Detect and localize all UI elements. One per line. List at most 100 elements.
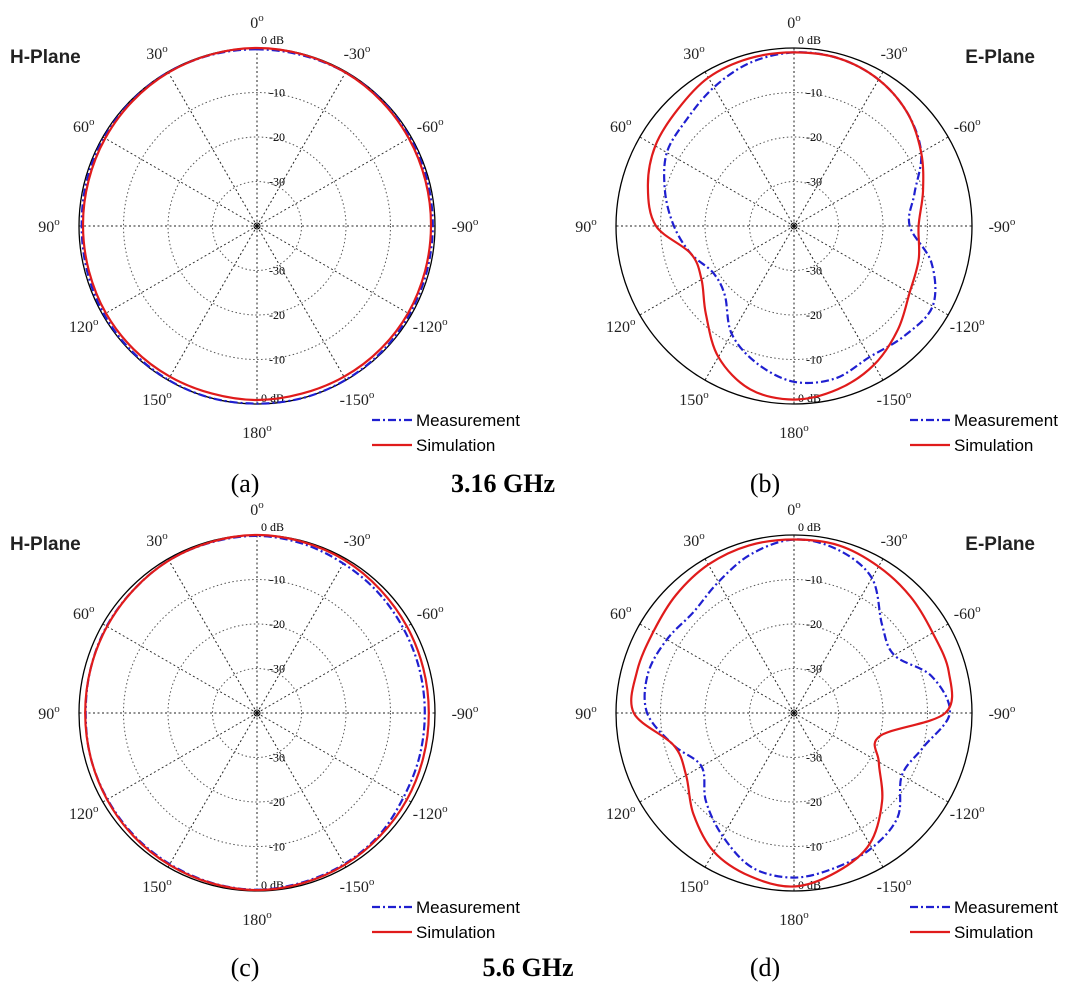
legend: Measurement Simulation — [910, 411, 1058, 455]
angle-tick-label: -150o — [340, 876, 375, 896]
angle-tick-degree: o — [89, 603, 95, 615]
r-tick-label: -20 — [806, 617, 822, 631]
angle-tick-label: 120o — [606, 803, 636, 823]
angle-tick-label: -60o — [954, 603, 981, 623]
center-dot — [256, 225, 258, 227]
angle-tick-value: -120 — [413, 319, 442, 336]
legend-label: Simulation — [954, 436, 1033, 455]
angle-tick-degree: o — [906, 876, 912, 888]
angle-tick-label: 0o — [787, 12, 801, 32]
r-tick-label: -10 — [269, 573, 285, 587]
legend-label: Measurement — [954, 411, 1058, 430]
angle-tick-degree: o — [266, 909, 272, 921]
angle-tick-degree: o — [1010, 703, 1016, 715]
angle-tick-value: -90 — [452, 219, 473, 236]
angle-tick-label: -60o — [417, 116, 444, 136]
angle-tick-label: -30o — [344, 530, 371, 550]
r-tick-label: -30 — [806, 175, 822, 189]
angle-tick-degree: o — [93, 316, 99, 328]
measurement-curve — [80, 48, 434, 405]
angle-tick-label: 90o — [38, 216, 60, 236]
grid-spoke — [167, 712, 258, 868]
angle-tick-degree: o — [266, 422, 272, 434]
center-dot — [256, 712, 258, 714]
angle-tick-value: -150 — [877, 392, 906, 409]
angle-tick-degree: o — [975, 116, 981, 128]
angle-tick-value: -30 — [881, 46, 902, 63]
angle-tick-label: -30o — [881, 530, 908, 550]
angle-tick-value: 60 — [610, 606, 626, 623]
center-marker — [790, 222, 798, 230]
r-tick-label: -20 — [806, 308, 822, 322]
angle-tick-value: 60 — [73, 606, 89, 623]
angle-tick-value: 150 — [679, 879, 703, 896]
angle-tick-label: 30o — [683, 530, 705, 550]
polar-panel: -10-10-20-20-30-300 dB0 dB0o30o60o90o120… — [10, 499, 520, 982]
angle-tick-label: 60o — [610, 603, 632, 623]
angle-tick-value: 150 — [679, 392, 703, 409]
angle-tick-degree: o — [630, 316, 636, 328]
angle-tick-label: -30o — [344, 43, 371, 63]
angle-tick-degree: o — [473, 703, 479, 715]
angle-tick-degree: o — [795, 499, 801, 511]
r-unit-label: 0 dB — [261, 520, 284, 534]
legend-label: Simulation — [416, 436, 495, 455]
angle-tick-value: -30 — [344, 533, 365, 550]
angle-tick-degree: o — [979, 316, 985, 328]
plane-label: H-Plane — [10, 534, 81, 555]
angle-tick-degree: o — [1010, 216, 1016, 228]
angle-tick-degree: o — [906, 389, 912, 401]
angle-tick-label: -90o — [452, 703, 479, 723]
grid-ring — [212, 668, 302, 758]
grid-spoke — [704, 712, 795, 868]
grid-ring — [660, 92, 928, 360]
angle-tick-label: 150o — [679, 389, 709, 409]
grid-spoke — [102, 225, 258, 316]
r-tick-label: -30 — [269, 264, 285, 278]
angle-tick-value: -30 — [344, 46, 365, 63]
grid-spoke — [102, 136, 258, 227]
angle-tick-value: 90 — [38, 219, 54, 236]
angle-tick-degree: o — [166, 876, 172, 888]
angle-tick-value: 0 — [250, 15, 258, 32]
angle-tick-value: 0 — [787, 502, 795, 519]
simulation-curve — [646, 51, 925, 401]
center-dot — [793, 712, 795, 714]
grid-spoke — [167, 225, 258, 381]
angle-tick-degree: o — [626, 116, 632, 128]
simulation-curve — [81, 46, 433, 402]
r-tick-label: -30 — [269, 175, 285, 189]
grid-spoke — [639, 136, 795, 227]
angle-tick-degree: o — [258, 12, 264, 24]
grid-spoke — [102, 712, 258, 803]
angle-tick-value: -90 — [989, 706, 1010, 723]
angle-tick-value: 60 — [73, 119, 89, 136]
grid-ring — [704, 136, 884, 316]
r-tick-label: -10 — [269, 840, 285, 854]
angle-tick-label: -120o — [413, 803, 448, 823]
angle-tick-degree: o — [473, 216, 479, 228]
angle-tick-value: -150 — [877, 879, 906, 896]
center-marker — [790, 709, 798, 717]
r-tick-label: -10 — [806, 840, 822, 854]
angle-tick-degree: o — [699, 530, 705, 542]
angle-tick-degree: o — [803, 422, 809, 434]
r-tick-label: -30 — [269, 751, 285, 765]
angle-tick-label: 150o — [679, 876, 709, 896]
angle-tick-value: -60 — [417, 119, 438, 136]
grid-spoke — [639, 623, 795, 714]
measurement-curve — [663, 51, 937, 385]
angle-tick-value: 180 — [779, 912, 803, 929]
angle-tick-degree: o — [803, 909, 809, 921]
angle-tick-value: 120 — [606, 806, 630, 823]
r-tick-label: -10 — [269, 353, 285, 367]
angle-tick-label: 180o — [779, 909, 809, 929]
legend-label: Measurement — [954, 898, 1058, 917]
grid-ring — [749, 668, 839, 758]
grid-ring — [749, 181, 839, 271]
grid-spoke — [167, 71, 258, 227]
angle-tick-degree: o — [442, 316, 448, 328]
angle-tick-label: 60o — [73, 116, 95, 136]
r-tick-label: -20 — [269, 795, 285, 809]
r-tick-label: -10 — [806, 573, 822, 587]
